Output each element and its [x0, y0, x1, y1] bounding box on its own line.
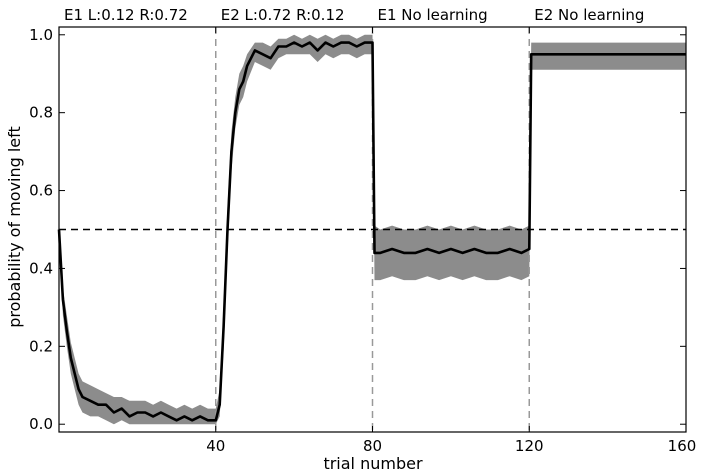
y-tick-label-4: 0.8: [29, 104, 53, 122]
phase-label-0: E1 L:0.12 R:0.72: [64, 6, 188, 24]
phase-labels: E1 L:0.12 R:0.72 E2 L:0.72 R:0.12 E1 No le…: [64, 6, 644, 24]
y-tick-label-5: 1.0: [29, 26, 53, 44]
x-axis-label: trial number: [323, 454, 423, 473]
phase-label-3: E2 No learning: [534, 6, 644, 24]
phase-label-1: E2 L:0.72 R:0.12: [221, 6, 345, 24]
y-tick-label-2: 0.4: [29, 259, 53, 277]
x-tick-label-80: 80: [363, 437, 382, 455]
x-ticks: 40 80 120 160: [206, 27, 696, 455]
x-tick-label-160: 160: [668, 437, 697, 455]
y-tick-label-3: 0.6: [29, 182, 53, 200]
series-0-line: [57, 41, 686, 422]
phase-label-2: E1 No learning: [378, 6, 488, 24]
y-tick-label-0: 0.0: [29, 415, 53, 433]
y-tick-label-1: 0.2: [29, 337, 53, 355]
series-lines: [57, 41, 686, 422]
x-tick-label-40: 40: [206, 437, 225, 455]
y-ticks: 0.0 0.2 0.4 0.6 0.8 1.0: [29, 26, 686, 433]
y-axis-label: probability of moving left: [5, 126, 24, 328]
reference-lines: [59, 27, 686, 432]
x-tick-label-120: 120: [515, 437, 544, 455]
